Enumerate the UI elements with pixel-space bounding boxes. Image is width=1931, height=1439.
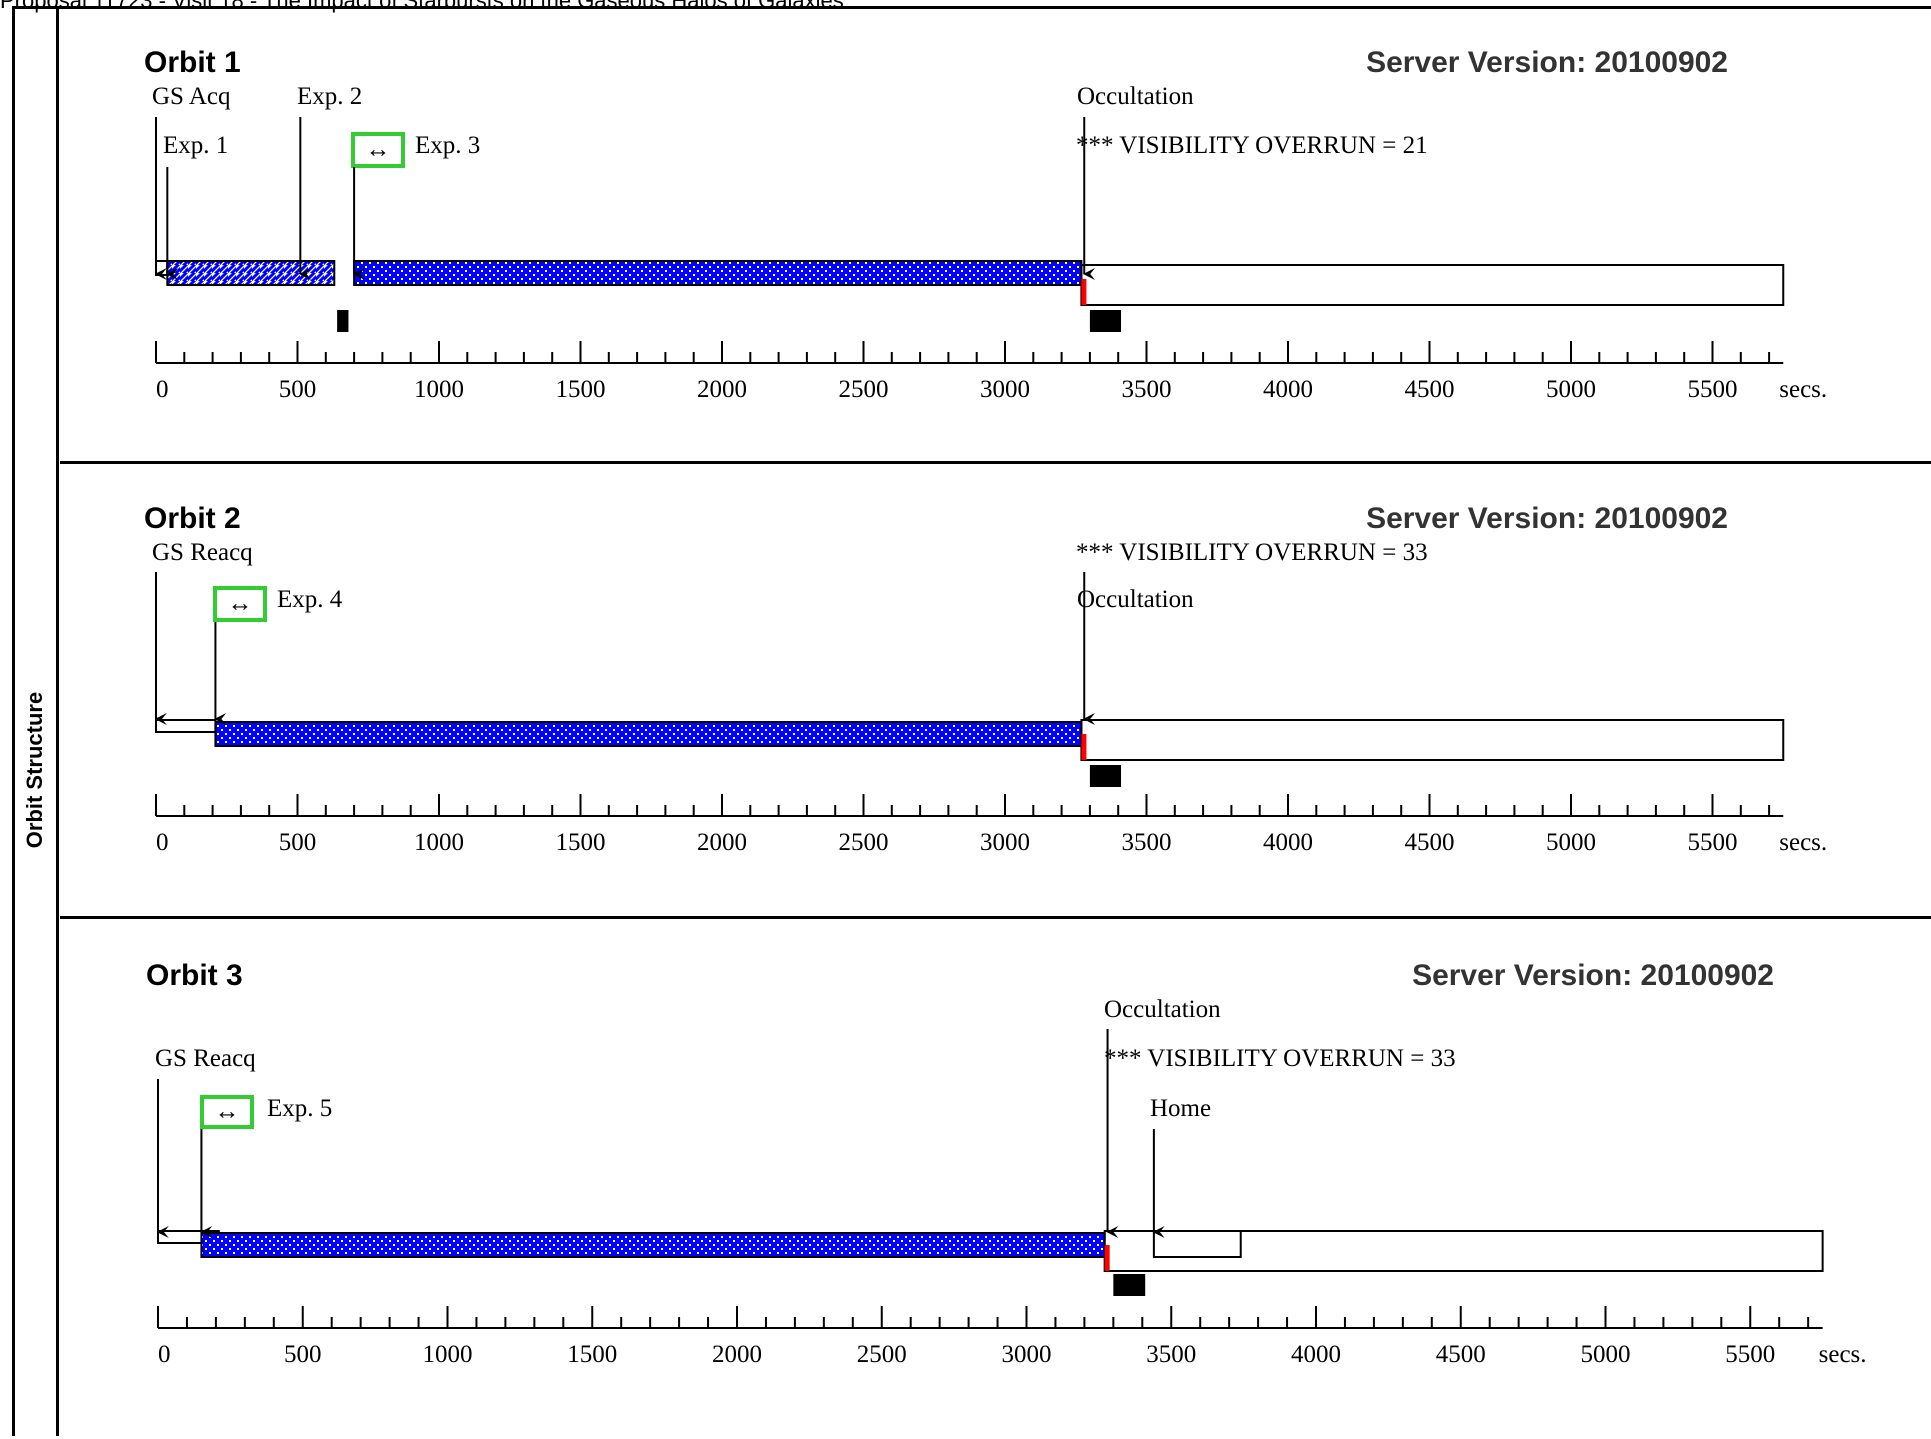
orbit-1-move-box (351, 132, 405, 168)
axis-tick-label: 3500 (1122, 829, 1172, 856)
axis-tick-label: 5000 (1546, 829, 1596, 856)
orbit-1-exp1-label: Exp. 1 (163, 132, 228, 159)
orbit-2-server-version: Server Version: 20100902 (1366, 502, 1728, 535)
orbit-1-occ-label: Occultation (1077, 83, 1194, 110)
axis-tick-label: 5000 (1581, 1341, 1631, 1368)
axis-tick-label: 1000 (423, 1341, 473, 1368)
axis-unit-label: secs. (1779, 829, 1827, 856)
orbit-3-gs-label: GS Reacq (155, 1045, 256, 1072)
axis-tick-label: 0 (156, 376, 169, 403)
axis-tick-label: 2500 (857, 1341, 907, 1368)
orbit-2-occ-label: Occultation (1077, 586, 1194, 613)
acquisition-bar (155, 260, 169, 276)
axis-tick-label: 4500 (1436, 1341, 1486, 1368)
orbit-3-title: Orbit 3 (146, 959, 243, 992)
exposure-bar (214, 721, 1083, 747)
axis-tick-label: 5500 (1688, 376, 1738, 403)
axis-tick-label: 3000 (980, 829, 1030, 856)
axis-tick-label: 1500 (556, 829, 606, 856)
orbit-2-overrun-label: *** VISIBILITY OVERRUN = 33 (1076, 539, 1428, 566)
axis-tick-label: 4500 (1405, 376, 1455, 403)
axis-tick-label: 500 (284, 1341, 322, 1368)
orbit-panel-1: Orbit 1 Server Version: 20100902 GS Acq … (60, 9, 1931, 464)
orbit-1-gs-label: GS Acq (152, 83, 231, 110)
orbit-3-move-icon: ↔ (215, 1098, 240, 1125)
orbit-1-exp3-label: Exp. 3 (415, 132, 480, 159)
orbit-3-exp5-label: Exp. 5 (267, 1095, 332, 1122)
axis-unit-label: secs. (1819, 1341, 1867, 1368)
orbit-panel-3: Orbit 3 Server Version: 20100902 GS Reac… (60, 919, 1931, 1439)
orbit-1-move-icon: ↔ (366, 136, 391, 163)
orbit-2-timeline: Orbit 2 Server Version: 20100902 GS Reac… (144, 502, 1827, 856)
axis-tick-label: 1000 (414, 376, 464, 403)
occultation-block (1113, 1274, 1146, 1296)
exposure-bar (200, 1232, 1106, 1258)
orbit-1-server-version: Server Version: 20100902 (1366, 46, 1728, 79)
acquisition-bar (155, 719, 217, 733)
axis-tick-label: 4500 (1405, 829, 1455, 856)
overrun-marker (1104, 1245, 1110, 1271)
orbit-3-move-box (200, 1095, 254, 1129)
axis-tick-label: 1500 (567, 1341, 617, 1368)
exposure-bar (353, 260, 1083, 286)
home-bar (1152, 1230, 1242, 1258)
sidebar-label: Orbit Structure (22, 691, 47, 849)
axis-tick-label: 2000 (712, 1341, 762, 1368)
axis-tick-label: 3500 (1146, 1341, 1196, 1368)
orbit-panel-2: Orbit 2 Server Version: 20100902 GS Reac… (60, 464, 1931, 919)
axis-unit-label: secs. (1779, 376, 1827, 403)
orbit-1-overrun-label: *** VISIBILITY OVERRUN = 21 (1076, 132, 1428, 159)
orbit-2-move-box (213, 586, 267, 622)
axis-tick-label: 4000 (1263, 376, 1313, 403)
orbit-1-timeline: Orbit 1 Server Version: 20100902 GS Acq … (144, 46, 1827, 403)
axis-tick-label: 5500 (1688, 829, 1738, 856)
buffer-block (337, 310, 349, 332)
orbit-3-occ-label: Occultation (1104, 996, 1221, 1023)
visibility-window-bar (1080, 264, 1785, 306)
sidebar (12, 6, 59, 1436)
axis-tick-label: 500 (279, 376, 317, 403)
axis-tick-label: 0 (158, 1341, 171, 1368)
overrun-marker (1081, 734, 1087, 760)
orbit-3-home-label: Home (1150, 1095, 1211, 1122)
axis-tick-label: 500 (279, 829, 317, 856)
occultation-block (1089, 765, 1122, 787)
axis-tick-label: 4000 (1291, 1341, 1341, 1368)
orbit-2-exp4-label: Exp. 4 (277, 586, 343, 613)
orbit-2-gs-label: GS Reacq (152, 539, 253, 566)
axis-tick-label: 2000 (697, 376, 747, 403)
axis-tick-label: 2000 (697, 829, 747, 856)
orbit-2-move-icon: ↔ (228, 590, 253, 617)
axis-tick-label: 3500 (1122, 376, 1172, 403)
orbit-3-timeline: Orbit 3 Server Version: 20100902 GS Reac… (146, 959, 1867, 1368)
visibility-window-bar (1080, 719, 1785, 761)
axis-tick-label: 2500 (839, 376, 889, 403)
axis-tick-label: 2500 (839, 829, 889, 856)
orbit-2-title: Orbit 2 (144, 502, 241, 535)
overhead-hatched-bar (166, 260, 336, 286)
axis-tick-label: 1000 (414, 829, 464, 856)
occultation-block (1089, 310, 1122, 332)
orbit-3-overrun-label: *** VISIBILITY OVERRUN = 33 (1104, 1045, 1456, 1072)
orbit-3-server-version: Server Version: 20100902 (1412, 959, 1774, 992)
axis-tick-label: 0 (156, 829, 169, 856)
orbit-1-title: Orbit 1 (144, 46, 241, 79)
axis-tick-label: 3000 (1002, 1341, 1052, 1368)
axis-tick-label: 1500 (556, 376, 606, 403)
axis-tick-label: 3000 (980, 376, 1030, 403)
axis-tick-label: 5000 (1546, 376, 1596, 403)
overrun-marker (1081, 279, 1087, 305)
axis-tick-label: 5500 (1725, 1341, 1775, 1368)
axis-tick-label: 4000 (1263, 829, 1313, 856)
orbit-1-exp2-label: Exp. 2 (297, 83, 362, 110)
outer-frame (12, 6, 1931, 1436)
